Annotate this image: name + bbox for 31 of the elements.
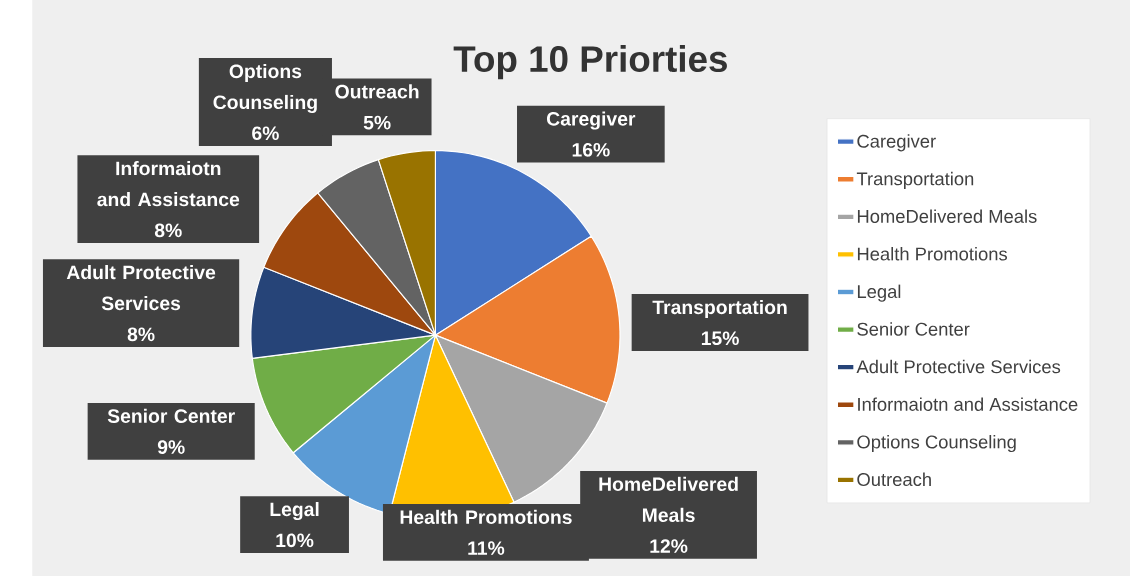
data-label: 11% [468, 541, 505, 555]
data-label: 16% [572, 142, 610, 157]
slice-label: Adult Protective Services [66, 264, 216, 311]
chart-title: Top 10 Priorties [453, 44, 727, 80]
legend-label: Health Promotions [857, 246, 1008, 261]
data-label: 9% [157, 440, 185, 454]
data-label: 15% [701, 331, 739, 346]
legend-label: Outreach [857, 472, 931, 487]
data-label: 5% [363, 115, 391, 130]
slice-label: Caregiver [546, 111, 636, 130]
data-label: 8% [154, 223, 182, 238]
data-label: 8% [127, 327, 155, 342]
legend-label: Informaiotn and Assistance [858, 397, 1078, 411]
legend-label: Adult Protective Services [856, 359, 1061, 374]
data-label: 10% [276, 533, 314, 548]
slice-label: Health Promotions [400, 509, 572, 524]
legend-label: Senior Center [857, 322, 970, 336]
legend-label: Options Counseling [857, 434, 1016, 453]
slice-label: HomeDelivered Meals [599, 476, 738, 522]
legend-label: Transportation [856, 171, 974, 189]
slice-label: Outreach [335, 84, 419, 99]
slice-label: Informaiotn and Assistance [97, 161, 240, 207]
slice-label: Senior Center [107, 408, 235, 423]
data-label: 6% [252, 126, 279, 141]
slice-label: Legal [270, 501, 319, 521]
slice-label: Options Counseling [213, 63, 317, 113]
legend-label: Legal [857, 284, 901, 302]
data-label: 12% [650, 539, 688, 553]
slice-label: Transportation [652, 299, 787, 318]
legend-label: HomeDelivered Meals [857, 209, 1037, 223]
legend-label: Caregiver [857, 134, 936, 152]
